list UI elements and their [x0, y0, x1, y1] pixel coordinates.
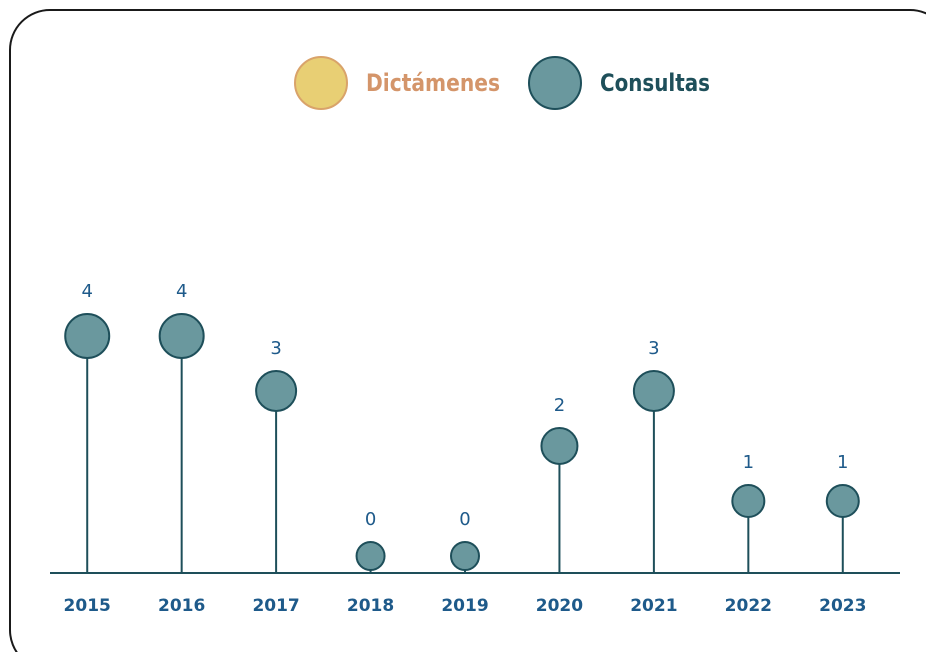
x-tick-label: 2017	[252, 596, 299, 616]
legend: Dictámenes Consultas	[294, 56, 710, 110]
lollipop-head	[355, 541, 386, 571]
value-label: 4	[81, 281, 92, 302]
lollipop-head	[450, 541, 480, 571]
lollipop-head	[255, 370, 298, 412]
lollipop-head	[158, 313, 205, 359]
value-label: 2	[554, 395, 565, 416]
x-tick-label: 2015	[64, 596, 111, 616]
legend-label: Dictámenes	[366, 69, 500, 97]
legend-marker	[528, 56, 582, 110]
value-label: 0	[365, 509, 376, 530]
value-label: 1	[837, 452, 848, 473]
frame	[9, 9, 926, 652]
value-label: 4	[176, 281, 187, 302]
x-tick-label: 2020	[536, 596, 583, 616]
x-tick-label: 2016	[158, 596, 205, 616]
lollipop-head	[64, 313, 111, 359]
lollipop-head	[540, 427, 579, 465]
value-label: 1	[743, 452, 754, 473]
lollipop-head	[632, 370, 675, 412]
legend-marker	[294, 56, 348, 110]
value-label: 0	[459, 509, 470, 530]
legend-label: Consultas	[600, 69, 710, 97]
lollipop-head	[731, 484, 766, 518]
x-tick-label: 2021	[630, 596, 677, 616]
x-tick-label: 2022	[725, 596, 772, 616]
lollipop-head	[825, 484, 860, 518]
x-tick-label: 2019	[441, 596, 488, 616]
x-tick-label: 2018	[347, 596, 394, 616]
x-tick-label: 2023	[819, 596, 866, 616]
value-label: 3	[270, 338, 281, 359]
value-label: 3	[648, 338, 659, 359]
